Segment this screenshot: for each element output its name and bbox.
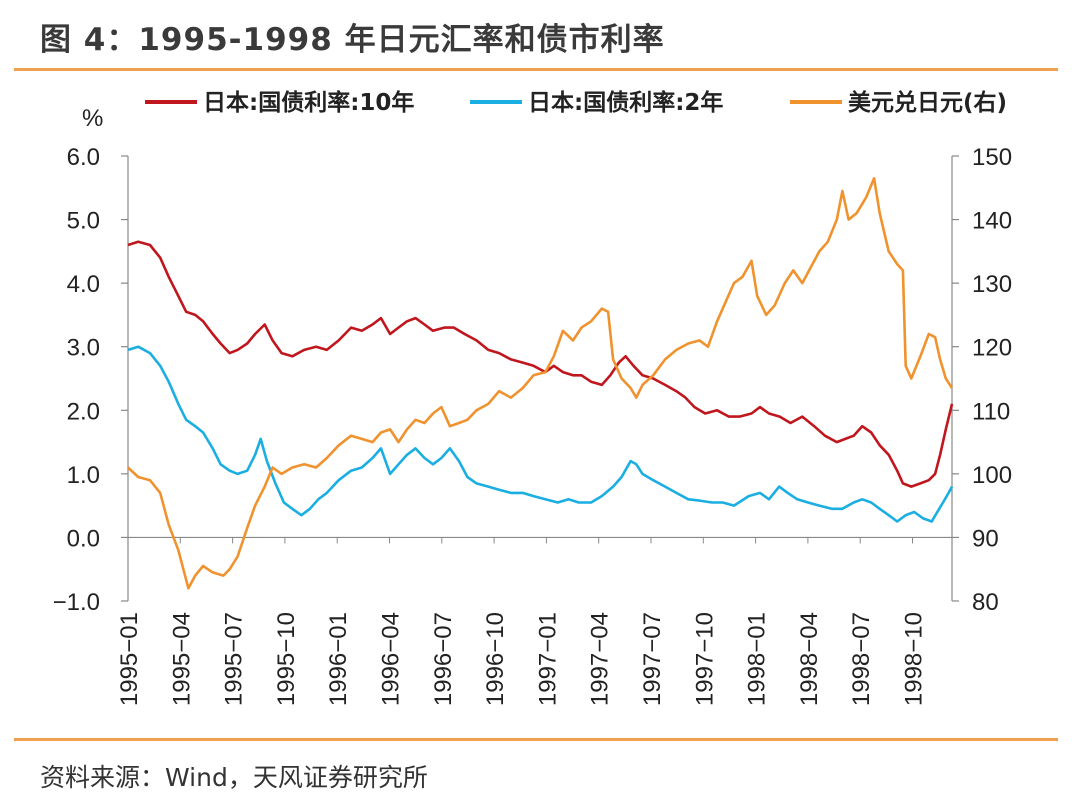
x-tick-label: 1998−01 <box>744 612 771 706</box>
right-tick-label: 100 <box>972 462 1012 489</box>
series-line-1 <box>127 240 954 488</box>
legend-label-2: 日本:国债利率:2年 <box>528 89 723 116</box>
left-tick-label: 0.0 <box>67 525 100 552</box>
x-tick-label: 1998−10 <box>901 612 928 706</box>
left-tick-label: 5.0 <box>67 208 100 235</box>
axes: 6.0 5.0 4.0 3.0 2.0 1.0 0.0 −1.0 150 140 130 120 110… <box>53 144 1012 706</box>
x-tick-label: 1996−10 <box>482 612 509 706</box>
right-tick-label: 80 <box>972 589 999 616</box>
x-tick-label: 1995−04 <box>168 612 195 706</box>
left-tick-label: 3.0 <box>67 335 100 362</box>
right-tick-label: 140 <box>972 208 1012 235</box>
left-tick-label: −1.0 <box>53 589 100 616</box>
x-tick-label: 1997−01 <box>534 612 561 706</box>
x-tick-label: 1998−07 <box>848 612 875 706</box>
x-tick-label: 1995−01 <box>116 612 143 706</box>
source-note: 资料来源：Wind，天风证券研究所 <box>40 763 428 792</box>
right-tick-label: 150 <box>972 144 1012 171</box>
x-tick-label: 1995−10 <box>273 612 300 706</box>
left-tick-label: 6.0 <box>67 144 100 171</box>
x-tick-label: 1996−07 <box>430 612 457 706</box>
left-tick-label: 4.0 <box>67 271 100 298</box>
x-tick-label: 1995−07 <box>221 612 248 706</box>
footer-divider <box>14 738 1058 741</box>
right-tick-label: 110 <box>972 398 1010 425</box>
right-tick-label: 130 <box>972 271 1012 298</box>
left-tick-label: 1.0 <box>67 462 100 489</box>
x-tick-label: 1997−04 <box>587 612 614 706</box>
chart-title: 图 4：1995-1998 年日元汇率和债市利率 <box>40 22 665 58</box>
legend: 日本:国债利率:10年 日本:国债利率:2年 美元兑日元(右) <box>145 89 1007 116</box>
x-tick-label: 1998−04 <box>796 612 823 706</box>
left-axis-unit: % <box>82 105 103 132</box>
series-line-2 <box>127 345 954 523</box>
series-lines <box>127 177 954 590</box>
legend-label-3: 美元兑日元(右) <box>848 89 1007 116</box>
right-tick-label: 120 <box>972 335 1012 362</box>
legend-label-1: 日本:国债利率:10年 <box>203 89 414 116</box>
chart-area: % 日本:国债利率:10年 日本:国债利率:2年 美元兑日元(右) 6.0 5.0 4.… <box>53 89 1012 706</box>
x-tick-label: 1996−04 <box>378 612 405 706</box>
x-tick-label: 1997−07 <box>639 612 666 706</box>
x-tick-label: 1996−01 <box>325 612 352 706</box>
x-tick-label: 1997−10 <box>691 612 718 706</box>
title-divider <box>14 68 1058 71</box>
right-tick-label: 90 <box>972 525 999 552</box>
series-line-3 <box>127 177 954 590</box>
left-tick-label: 2.0 <box>67 398 100 425</box>
